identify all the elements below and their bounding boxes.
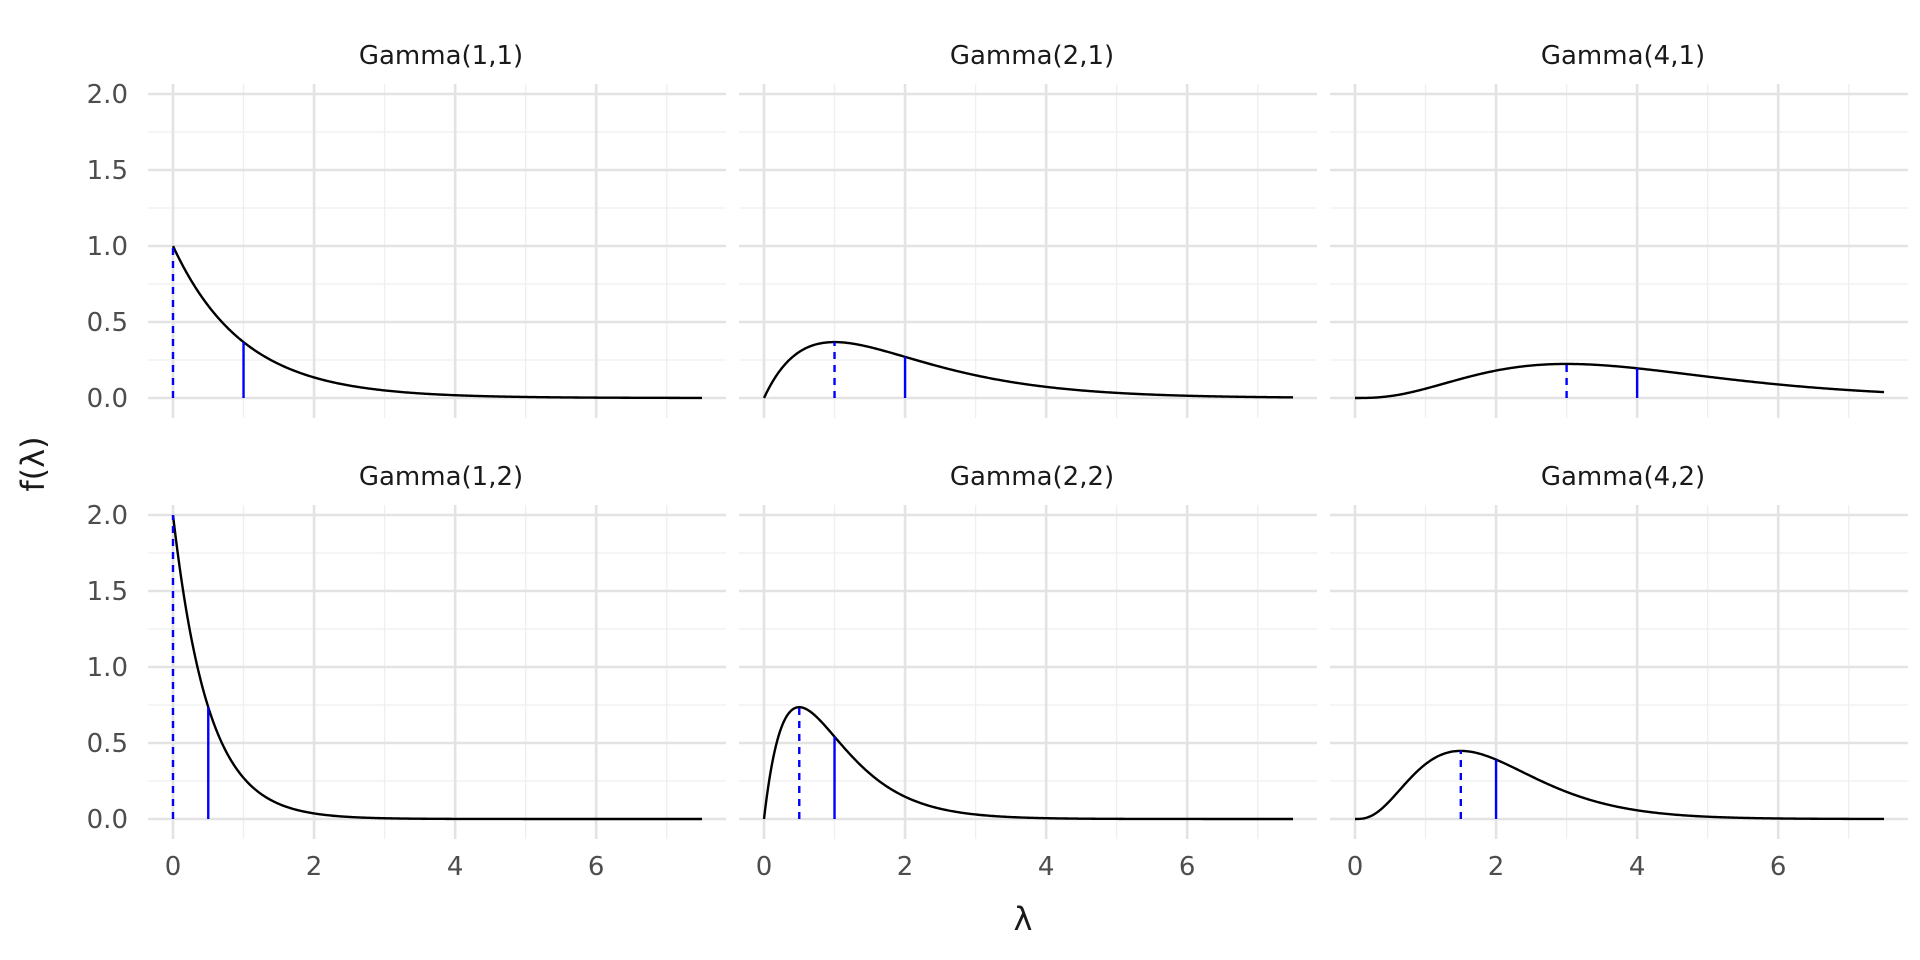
x-tick-label: 4 bbox=[447, 852, 464, 882]
minor-grid bbox=[1330, 505, 1908, 839]
x-tick-label: 2 bbox=[897, 852, 914, 882]
x-tick-label: 0 bbox=[165, 852, 182, 882]
panel-title: Gamma(4,1) bbox=[1541, 41, 1705, 71]
panel-title: Gamma(2,1) bbox=[950, 41, 1114, 71]
major-grid bbox=[148, 505, 726, 839]
major-grid bbox=[1330, 505, 1908, 839]
minor-grid bbox=[739, 505, 1317, 839]
density-curve bbox=[1355, 749, 1884, 821]
panel-3: Gamma(4,1) bbox=[1330, 41, 1908, 418]
density-curve bbox=[171, 514, 702, 821]
x-tick-label: 2 bbox=[306, 852, 323, 882]
panel-5: Gamma(2,2) 0 2 4 6 bbox=[739, 462, 1317, 882]
x-tick-label: 0 bbox=[756, 852, 773, 882]
density-curve bbox=[762, 340, 1294, 399]
density-curve bbox=[762, 705, 1293, 821]
panel-title: Gamma(1,1) bbox=[359, 41, 523, 71]
y-tick-label: 0.5 bbox=[87, 729, 128, 759]
density-curve bbox=[171, 245, 703, 400]
minor-grid bbox=[148, 505, 726, 839]
panel-6: Gamma(4,2) 0 2 4 6 bbox=[1330, 462, 1908, 882]
y-tick-label: 0.5 bbox=[87, 308, 128, 338]
x-tick-label: 6 bbox=[1179, 852, 1196, 882]
minor-grid bbox=[739, 84, 1317, 418]
y-tick-label: 1.0 bbox=[87, 653, 128, 683]
x-axis-title: λ bbox=[1014, 900, 1033, 938]
y-tick-label: 1.5 bbox=[87, 577, 128, 607]
major-grid bbox=[739, 84, 1317, 418]
panel-title: Gamma(2,2) bbox=[950, 462, 1114, 492]
y-tick-label: 2.0 bbox=[87, 501, 128, 531]
y-tick-label: 2.0 bbox=[87, 80, 128, 110]
x-tick-label: 4 bbox=[1038, 852, 1055, 882]
panel-title: Gamma(4,2) bbox=[1541, 462, 1705, 492]
x-tick-label: 6 bbox=[588, 852, 605, 882]
major-grid bbox=[739, 505, 1317, 839]
x-tick-label: 6 bbox=[1770, 852, 1787, 882]
panel-1: Gamma(1,1) 0.0 0.5 1.0 1.5 2.0 bbox=[87, 41, 726, 418]
x-tick-label: 2 bbox=[1488, 852, 1505, 882]
x-tick-label: 4 bbox=[1629, 852, 1646, 882]
panels-layer: Gamma(1,1) 0.0 0.5 1.0 1.5 2.0 Gamma(2,1) Gamma… bbox=[87, 41, 1908, 882]
y-tick-label: 0.0 bbox=[87, 805, 128, 835]
y-tick-label: 1.0 bbox=[87, 232, 128, 262]
panel-title: Gamma(1,2) bbox=[359, 462, 523, 492]
y-tick-label: 1.5 bbox=[87, 156, 128, 186]
panel-2: Gamma(2,1) bbox=[739, 41, 1317, 418]
y-tick-label: 0.0 bbox=[87, 384, 128, 414]
major-grid bbox=[148, 84, 726, 418]
minor-grid bbox=[148, 84, 726, 418]
minor-grid bbox=[1330, 84, 1908, 418]
x-tick-label: 0 bbox=[1347, 852, 1364, 882]
density-curve bbox=[1355, 362, 1885, 400]
panel-4: Gamma(1,2) 0.0 0.5 1.0 1.5 2.0 0 2 4 6 bbox=[87, 462, 726, 882]
y-axis-title: f(λ) bbox=[14, 436, 52, 491]
major-grid bbox=[1330, 84, 1908, 418]
